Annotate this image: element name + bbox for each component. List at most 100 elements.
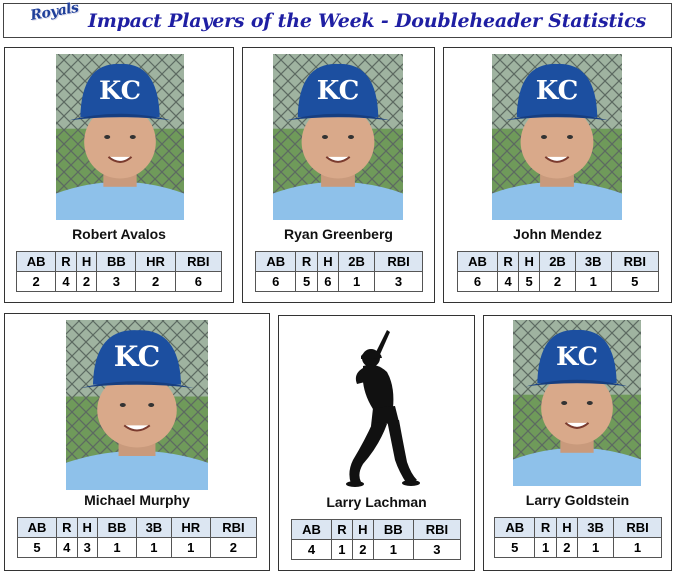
stat-value-cell: 5 bbox=[518, 271, 541, 292]
stat-value-cell: 2 bbox=[351, 539, 374, 560]
stat-value-cell: 6 bbox=[254, 271, 297, 292]
stat-value-cell: 5 bbox=[493, 537, 536, 558]
stat-header-cell: H bbox=[316, 251, 340, 272]
stat-value-cell: 6 bbox=[456, 271, 499, 292]
player-photo: KC bbox=[66, 320, 208, 490]
stat-value-cell: 1 bbox=[330, 539, 353, 560]
stats-header-row: AB R H BB RBI bbox=[291, 519, 462, 540]
stat-value-cell: 3 bbox=[412, 539, 462, 560]
player-name: John Mendez bbox=[513, 226, 602, 242]
stat-value-cell: 6 bbox=[316, 271, 340, 292]
stat-header-cell: R bbox=[55, 251, 77, 272]
stat-header-cell: HR bbox=[135, 251, 176, 272]
player-card-larry-goldstein: KC Larry Goldstein AB R H 3B RBI 5 1 2 1 1 bbox=[483, 315, 672, 571]
kc-logo-text: KC bbox=[99, 76, 141, 106]
stat-value-cell: 5 bbox=[16, 537, 58, 558]
stat-value-cell: 2 bbox=[555, 537, 579, 558]
stat-value-cell: 4 bbox=[291, 539, 332, 560]
stat-value-cell: 3 bbox=[374, 271, 423, 292]
stat-value-cell: 6 bbox=[174, 271, 223, 292]
stat-value-cell: 1 bbox=[136, 537, 172, 558]
player-photo: KC bbox=[492, 54, 622, 220]
logo-text: Royals bbox=[29, 0, 80, 24]
stat-value-cell: 2 bbox=[135, 271, 176, 292]
stat-value-cell: 1 bbox=[613, 537, 662, 558]
stat-header-cell: RBI bbox=[610, 251, 660, 272]
stats-header-row: AB R H 2B 3B RBI bbox=[456, 251, 660, 272]
stat-header-cell: H bbox=[518, 251, 541, 272]
player-name: Larry Goldstein bbox=[525, 492, 630, 508]
stat-header-cell: H bbox=[76, 517, 98, 538]
stats-table: AB R H 2B 3B RBI 6 4 5 2 1 5 bbox=[456, 251, 660, 292]
stat-header-cell: R bbox=[497, 251, 520, 272]
stat-value-cell: 1 bbox=[534, 537, 557, 558]
player-name: Larry Lachman bbox=[326, 494, 427, 510]
stat-header-cell: RBI bbox=[412, 519, 462, 540]
stat-header-cell: R bbox=[56, 517, 78, 538]
stat-header-cell: HR bbox=[170, 517, 211, 538]
stat-header-cell: H bbox=[555, 517, 579, 538]
stat-value-cell: 2 bbox=[209, 537, 258, 558]
stat-header-cell: H bbox=[75, 251, 98, 272]
stat-value-cell: 1 bbox=[170, 537, 211, 558]
stat-header-cell: AB bbox=[15, 251, 57, 272]
stat-value-cell: 1 bbox=[577, 537, 615, 558]
stats-header-row: AB R H 2B RBI bbox=[254, 251, 423, 272]
stat-header-cell: AB bbox=[291, 519, 332, 540]
stat-header-cell: AB bbox=[456, 251, 499, 272]
player-name: Ryan Greenberg bbox=[284, 226, 393, 242]
stat-header-cell: RBI bbox=[209, 517, 258, 538]
page-header: Royals Impact Players of the Week - Doub… bbox=[3, 0, 672, 38]
kc-logo-text: KC bbox=[536, 76, 579, 106]
stat-header-cell: AB bbox=[493, 517, 536, 538]
stat-header-cell: H bbox=[351, 519, 374, 540]
player-photo: KC bbox=[273, 54, 403, 220]
player-card-michael-murphy: KC Michael Murphy AB R H BB 3B HR RBI 5 4 3 1 1 1 2 bbox=[4, 313, 270, 571]
batter-silhouette-icon bbox=[337, 322, 421, 494]
player-card-ryan-greenberg: KC Ryan Greenberg AB R H 2B RBI 6 5 6 1 3 bbox=[242, 47, 435, 303]
stat-value-cell: 1 bbox=[338, 271, 376, 292]
stat-header-cell: RBI bbox=[613, 517, 662, 538]
player-card-larry-lachman: Larry Lachman AB R H BB RBI 4 1 2 1 3 bbox=[278, 315, 475, 571]
stats-table: AB R H BB HR RBI 2 4 2 3 2 6 bbox=[15, 251, 223, 292]
stat-value-cell: 5 bbox=[610, 271, 660, 292]
stat-value-cell: 1 bbox=[372, 539, 414, 560]
stat-header-cell: RBI bbox=[374, 251, 423, 272]
stat-header-cell: AB bbox=[254, 251, 297, 272]
stat-value-cell: 4 bbox=[497, 271, 520, 292]
stat-header-cell: 3B bbox=[574, 251, 612, 272]
player-card-john-mendez: KC John Mendez AB R H 2B 3B RBI 6 4 5 2 1 5 bbox=[443, 47, 672, 303]
stat-value-cell: 2 bbox=[15, 271, 57, 292]
player-card-robert-avalos: KC Robert Avalos AB R H BB HR RBI 2 4 2 3 2 6 bbox=[4, 47, 234, 303]
stat-value-cell: 3 bbox=[76, 537, 98, 558]
stat-header-cell: 3B bbox=[577, 517, 615, 538]
stat-value-cell: 5 bbox=[295, 271, 318, 292]
kc-logo-text: KC bbox=[556, 342, 598, 372]
player-name: Michael Murphy bbox=[84, 492, 190, 508]
stat-value-cell: 4 bbox=[55, 271, 77, 292]
stat-header-cell: BB bbox=[96, 251, 137, 272]
stat-value-cell: 1 bbox=[96, 537, 138, 558]
stat-value-cell: 4 bbox=[56, 537, 78, 558]
stat-header-cell: R bbox=[534, 517, 557, 538]
stat-header-cell: R bbox=[330, 519, 353, 540]
stats-header-row: AB R H BB HR RBI bbox=[15, 251, 223, 272]
stats-table: AB R H BB 3B HR RBI 5 4 3 1 1 1 2 bbox=[16, 517, 258, 558]
stat-value-cell: 2 bbox=[539, 271, 576, 292]
stats-header-row: AB R H BB 3B HR RBI bbox=[16, 517, 258, 538]
stat-value-cell: 3 bbox=[96, 271, 137, 292]
kc-logo-text: KC bbox=[317, 76, 360, 106]
stat-value-cell: 1 bbox=[574, 271, 612, 292]
stat-header-cell: 2B bbox=[338, 251, 376, 272]
player-photo: KC bbox=[56, 54, 184, 220]
stats-table: AB R H 2B RBI 6 5 6 1 3 bbox=[254, 251, 423, 292]
stat-header-cell: AB bbox=[16, 517, 58, 538]
stat-value-cell: 2 bbox=[75, 271, 98, 292]
stats-header-row: AB R H 3B RBI bbox=[493, 517, 662, 538]
